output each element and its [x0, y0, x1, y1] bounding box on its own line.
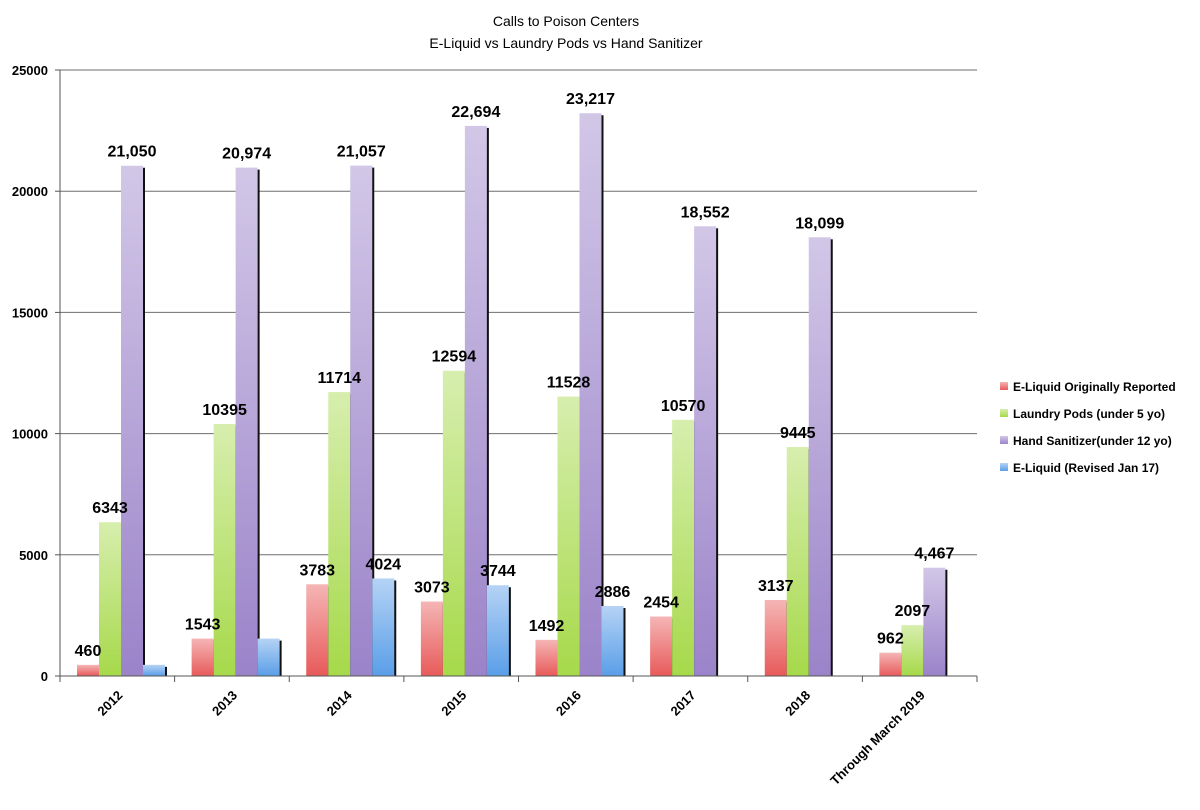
data-label: 12594 [432, 349, 477, 366]
legend-swatch [1000, 409, 1008, 417]
legend-label: Hand Sanitizer(under 12 yo) [1013, 434, 1172, 448]
data-label: 11714 [317, 370, 361, 387]
y-tick-label: 0 [41, 669, 48, 684]
bar [77, 664, 99, 676]
bar-shadow [256, 169, 260, 676]
bar-shadow [507, 587, 511, 676]
data-label: 21,050 [108, 144, 157, 161]
bar [306, 584, 329, 676]
data-label: 18,099 [795, 215, 844, 232]
data-label: 9445 [780, 425, 816, 442]
bar-shadow [622, 608, 626, 676]
data-label: 2097 [895, 603, 931, 620]
data-label: 11528 [547, 375, 591, 392]
bar-shadow [142, 167, 145, 677]
bar-shadow [829, 239, 833, 676]
bar [420, 601, 443, 676]
data-label: 3073 [414, 580, 450, 597]
data-label: 4,467 [914, 546, 954, 563]
bar-shadow [371, 167, 375, 677]
bar [650, 616, 673, 676]
data-labels: 460 6343 21,050 1543 10395 20,974 3783 11714 21,… [75, 91, 955, 660]
bar [786, 447, 809, 676]
bar-shadow [485, 127, 489, 676]
y-tick-label: 25000 [12, 63, 48, 78]
bar [579, 113, 602, 677]
bar [672, 419, 695, 676]
bar [601, 606, 624, 676]
legend: E-Liquid Originally Reported Laundry Pods… [1000, 380, 1176, 475]
data-label: 10395 [202, 402, 247, 419]
data-label: 23,217 [566, 91, 615, 108]
data-label: 4024 [365, 556, 401, 573]
chart-subtitle: E-Liquid vs Laundry Pods vs Hand Sanitiz… [429, 35, 702, 51]
bar-shadow [944, 569, 948, 676]
bar-shadow [164, 666, 167, 676]
axes [59, 70, 978, 682]
legend-swatch [1000, 382, 1008, 390]
data-label: 3744 [480, 563, 516, 580]
bar [350, 165, 373, 677]
bars [77, 113, 948, 677]
y-tick-label: 15000 [12, 305, 48, 320]
data-label: 22,694 [451, 104, 500, 121]
bar [442, 370, 465, 676]
data-label: 1543 [185, 617, 221, 634]
legend-label: E-Liquid Originally Reported [1013, 380, 1176, 394]
data-label: 3137 [758, 578, 794, 595]
bar [372, 578, 395, 676]
chart-title: Calls to Poison Centers [493, 13, 639, 29]
bar [257, 638, 280, 676]
bar [191, 638, 214, 676]
bar [535, 639, 558, 676]
data-label: 21,057 [337, 144, 386, 161]
bar [808, 237, 831, 676]
y-tick-label: 5000 [19, 548, 48, 563]
bar [557, 396, 580, 676]
bar [99, 522, 121, 676]
data-label: 10570 [661, 398, 706, 415]
bar [694, 226, 717, 677]
data-label: 962 [877, 631, 904, 648]
bar [464, 125, 487, 676]
data-label: 460 [75, 643, 102, 660]
legend-label: E-Liquid (Revised Jan 17) [1013, 461, 1159, 475]
bar-shadow [278, 640, 282, 676]
bar [121, 165, 143, 677]
bar [328, 392, 351, 676]
bar [764, 599, 787, 676]
data-label: 6343 [92, 500, 128, 517]
bar [879, 652, 902, 676]
legend-swatch [1000, 463, 1008, 471]
data-label: 3783 [299, 562, 335, 579]
legend-label: Laundry Pods (under 5 yo) [1013, 407, 1165, 421]
bar [235, 167, 258, 676]
bar [923, 567, 946, 676]
bar-shadow [393, 580, 397, 676]
y-tick-label: 10000 [12, 427, 48, 442]
data-label: 2454 [643, 595, 679, 612]
bar [143, 664, 165, 676]
data-label: 18,552 [681, 204, 730, 221]
bar [486, 585, 509, 676]
data-label: 20,974 [222, 146, 271, 163]
y-tick-label: 20000 [12, 184, 48, 199]
data-label: 1492 [529, 618, 565, 635]
bar-shadow [600, 115, 604, 677]
y-axis-ticks: 0 5000 10000 15000 20000 25000 [12, 63, 60, 684]
data-label: 2886 [595, 584, 631, 601]
bar [901, 625, 924, 676]
legend-swatch [1000, 436, 1008, 444]
bar-shadow [715, 228, 719, 677]
bar [213, 424, 236, 676]
